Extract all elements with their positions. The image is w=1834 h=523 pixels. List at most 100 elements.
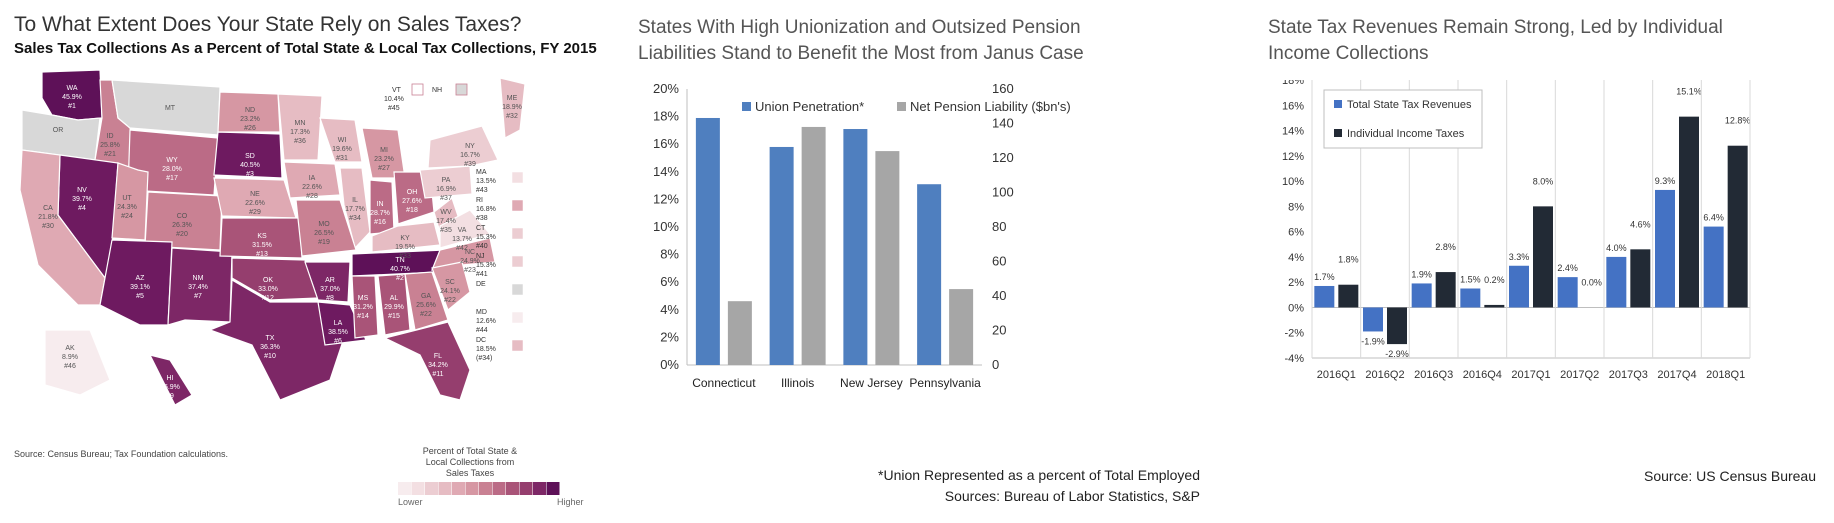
tax-bar-total <box>1606 256 1627 308</box>
state-pct-tx: 36.3% <box>260 344 280 351</box>
state-label-id: ID <box>107 133 114 140</box>
state-shape-la <box>317 301 367 346</box>
tax-bar-total-label: 6.4% <box>1703 213 1724 223</box>
state-shape-va <box>439 209 492 249</box>
union-chart-title-line2: Liabilities Stand to Benefit the Most fr… <box>638 43 1084 64</box>
state-label-nc: NC <box>465 249 475 256</box>
legend-swatch <box>506 482 519 495</box>
state-rank-me: #32 <box>506 113 518 120</box>
tax-chart-plot: -4% -2% 0% 2% 4% 6% 8% 10% 12% 14% 16% 18% 1.7%1.8% 2… <box>1282 80 1751 381</box>
union-right-tick: 80 <box>992 219 1006 234</box>
map-source: Source: Census Bureau; Tax Foundation ca… <box>14 449 228 459</box>
legend-swatch <box>411 482 425 495</box>
union-bar-pension <box>727 301 752 365</box>
tax-bar-total-label: 9.3% <box>1655 176 1676 186</box>
legend-swatch <box>452 482 465 495</box>
tax-bar-total <box>1460 288 1481 308</box>
state-rank-ut: #24 <box>121 213 133 220</box>
tax-category-label: 2016Q2 <box>1365 369 1404 381</box>
side-rank-nj: #41 <box>476 271 488 278</box>
tax-y-tick: 12% <box>1282 151 1304 163</box>
legend-swatch-pension <box>897 102 906 111</box>
legend-label-pension: Net Pension Liability ($bn's) <box>910 99 1071 114</box>
state-label-nm: NM <box>193 275 204 282</box>
union-chart-title-line1: States With High Unionization and Outsiz… <box>638 17 1081 38</box>
sales-tax-map-panel: To What Extent Does Your State Rely on S… <box>0 0 600 523</box>
top-rank-vt: #45 <box>388 105 400 112</box>
state-label-wv: WV <box>440 209 452 216</box>
state-pct-ga: 25.6% <box>416 302 436 309</box>
state-rank-tx: #10 <box>264 353 276 360</box>
map-title: To What Extent Does Your State Rely on S… <box>14 13 522 36</box>
union-left-tick: 18% <box>653 109 679 124</box>
tax-bar-total-label: 4.0% <box>1606 243 1627 253</box>
legend-swatch <box>533 482 546 495</box>
legend-swatch <box>519 482 533 495</box>
tax-bar-total-label: 1.9% <box>1411 269 1432 279</box>
state-pct-oh: 27.6% <box>402 198 422 205</box>
state-rank-mi: #27 <box>378 165 390 172</box>
state-label-pa: PA <box>442 177 451 184</box>
state-pct-la: 38.5% <box>328 329 348 336</box>
state-rank-oh: #18 <box>406 207 418 214</box>
tax-bar-income-label: 15.1% <box>1676 87 1702 97</box>
state-pct-wv: 17.4% <box>436 218 456 225</box>
union-bar-pension <box>875 151 900 365</box>
state-shape-nc <box>431 237 496 271</box>
tax-category-label: 2017Q3 <box>1609 369 1648 381</box>
state-pct-mo: 26.5% <box>314 230 334 237</box>
state-label-tx: TX <box>266 335 275 342</box>
state-pct-ak: 8.9% <box>62 354 78 361</box>
side-rank-ct: #40 <box>476 243 488 250</box>
state-shape-il <box>339 167 371 250</box>
state-pct-mi: 23.2% <box>374 156 394 163</box>
state-label-ok: OK <box>263 277 273 284</box>
tax-bar-income-label: -2.9% <box>1385 349 1409 359</box>
state-label-mn: MN <box>295 120 306 127</box>
union-bar-penetration <box>695 117 720 365</box>
side-rank-md: #44 <box>476 327 488 334</box>
state-pct-hi: 36.9% <box>160 384 180 391</box>
state-rank-hi: #9 <box>166 393 174 400</box>
tax-bar-income <box>1484 304 1505 308</box>
state-rank-az: #5 <box>136 293 144 300</box>
state-label-nd: ND <box>245 107 255 114</box>
state-label-wa: WA <box>66 85 77 92</box>
tax-category-label: 2018Q1 <box>1706 369 1745 381</box>
side-rank-ri: #38 <box>476 215 488 222</box>
side-swatch-ma <box>511 171 524 184</box>
legend-swatch <box>438 482 452 495</box>
state-pct-al: 29.9% <box>384 304 404 311</box>
union-left-tick: 10% <box>653 219 679 234</box>
us-choropleth-map: WA 45.9% #1 OR ID 25.8% #21 MT WY 28.0% #17 SD 40.5%… <box>19 69 560 495</box>
tax-bar-income-label: 2.8% <box>1435 242 1456 252</box>
state-label-tn: TN <box>395 257 404 264</box>
state-rank-in: #16 <box>374 219 386 226</box>
map-legend-high: Higher <box>557 497 584 507</box>
side-swatch-ct <box>511 227 524 240</box>
state-pct-ks: 31.5% <box>252 242 272 249</box>
union-source: Sources: Bureau of Labor Statistics, S&P <box>944 488 1200 504</box>
tax-bar-total <box>1314 285 1335 308</box>
state-pct-ca: 21.8% <box>38 214 58 221</box>
tax-bar-total-label: 2.4% <box>1557 263 1578 273</box>
state-shape-ia <box>283 161 341 199</box>
union-right-tick: 160 <box>992 81 1014 96</box>
side-label-de: DE <box>476 281 486 288</box>
state-pct-ky: 19.5% <box>395 244 415 251</box>
legend-swatch <box>425 482 438 495</box>
legend-swatch-total <box>1334 100 1342 108</box>
state-rank-ca: #30 <box>42 223 54 230</box>
state-rank-sd: #3 <box>246 171 254 178</box>
tax-bar-income <box>1435 272 1456 308</box>
union-right-tick: 60 <box>992 254 1006 269</box>
state-shape-ga <box>404 271 449 331</box>
state-label-ms: MS <box>358 295 369 302</box>
state-shape-me <box>499 77 526 139</box>
state-pct-va: 13.7% <box>452 236 472 243</box>
state-shape-nd <box>217 91 281 133</box>
state-pct-wa: 45.9% <box>62 94 82 101</box>
side-pct-dc: 18.5% <box>476 346 496 353</box>
union-left-tick: 4% <box>660 302 679 317</box>
state-rank-ak: #46 <box>64 363 76 370</box>
